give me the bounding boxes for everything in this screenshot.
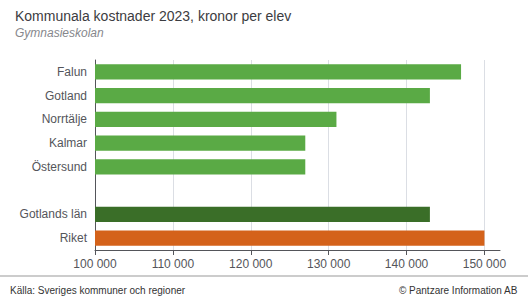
svg-text:110 000: 110 000	[152, 257, 195, 271]
svg-text:Riket: Riket	[60, 231, 88, 245]
svg-text:© Pantzare Information AB: © Pantzare Information AB	[399, 285, 518, 296]
svg-text:Gymnasieskolan: Gymnasieskolan	[15, 26, 104, 40]
svg-text:Gotlands län: Gotlands län	[20, 207, 87, 221]
svg-text:Gotland: Gotland	[45, 89, 87, 103]
svg-text:Källa: Sveriges kommuner och r: Källa: Sveriges kommuner och regioner	[10, 285, 186, 296]
svg-text:Kommunala kostnader 2023, kron: Kommunala kostnader 2023, kronor per ele…	[15, 8, 291, 24]
svg-text:100 000: 100 000	[73, 257, 117, 271]
svg-text:140 000: 140 000	[385, 257, 429, 271]
svg-text:Östersund: Östersund	[32, 160, 87, 174]
svg-text:150 000: 150 000	[463, 257, 507, 271]
svg-text:Falun: Falun	[57, 65, 87, 79]
svg-text:120 000: 120 000	[229, 257, 273, 271]
svg-text:Kalmar: Kalmar	[49, 136, 87, 150]
svg-text:Norrtälje: Norrtälje	[42, 112, 88, 126]
svg-text:130 000: 130 000	[307, 257, 351, 271]
